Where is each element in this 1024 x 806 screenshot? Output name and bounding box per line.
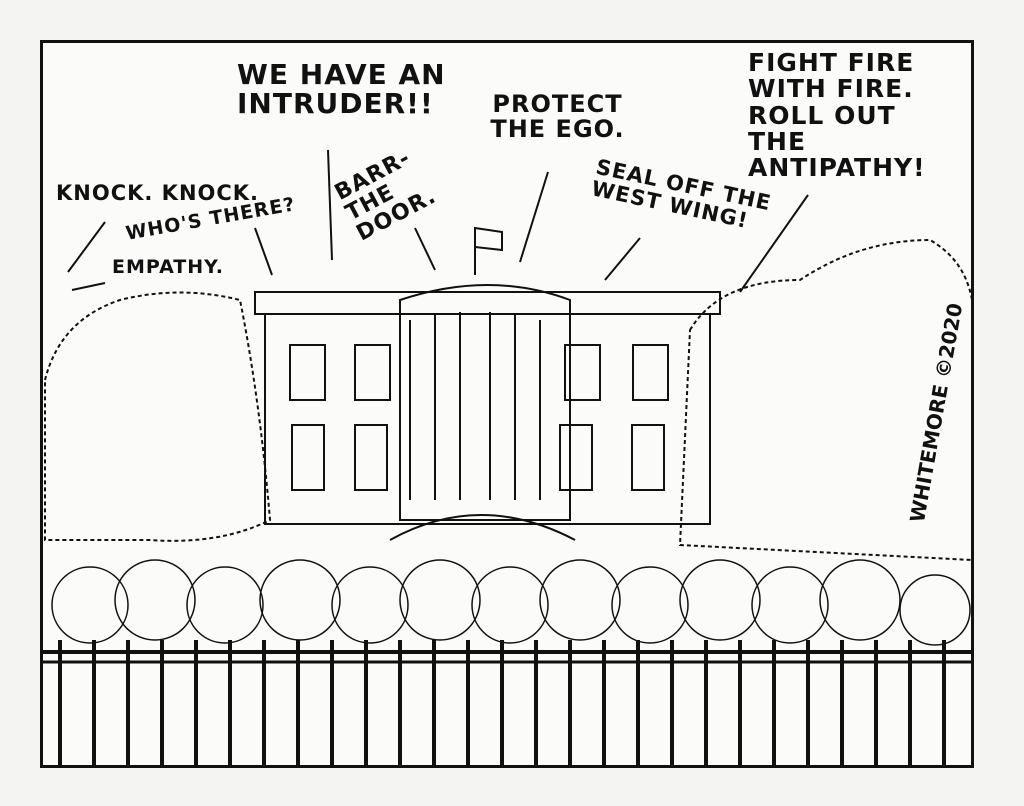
- speech-line: [739, 194, 809, 293]
- speech-line: [254, 227, 273, 276]
- speech-line: [414, 227, 436, 271]
- right-hedge: [678, 238, 973, 562]
- caption-knock: Knock. Knock.: [56, 181, 260, 205]
- barbed-wire: [51, 559, 971, 646]
- left-hedge: [44, 291, 272, 542]
- white-house: [254, 226, 721, 541]
- caption-fight-fire: Fight fire with fire. Roll out the antip…: [748, 48, 926, 182]
- caption-ego: Protect the ego.: [490, 90, 625, 144]
- speech-line: [67, 221, 106, 273]
- speech-line: [604, 237, 641, 281]
- speech-line: [519, 171, 549, 263]
- speech-line: [71, 282, 106, 291]
- fence-pickets: [58, 640, 946, 766]
- caption-intruder: We have an intruder!!: [237, 58, 446, 121]
- fence: [43, 650, 972, 664]
- speech-line: [327, 149, 333, 261]
- flag: [474, 226, 503, 252]
- caption-empathy: Empathy.: [112, 256, 224, 278]
